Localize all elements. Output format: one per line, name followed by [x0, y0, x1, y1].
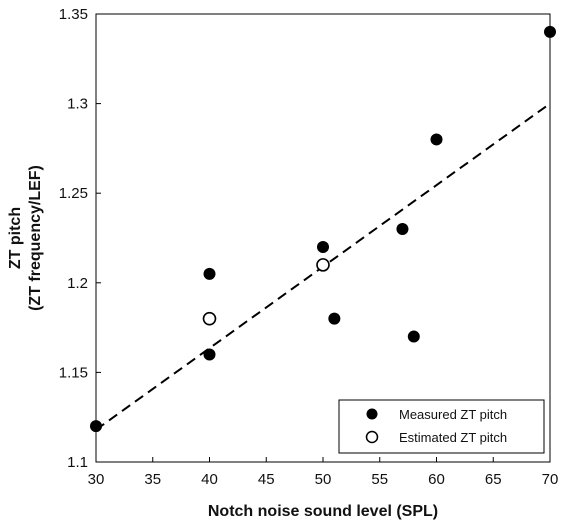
y-axis-label: ZT pitch (ZT frequency/LEF)	[7, 165, 44, 311]
estimated-point	[316, 258, 330, 272]
measured-point	[407, 330, 420, 343]
data-points	[90, 25, 556, 433]
measured-point	[396, 223, 409, 236]
legend-marker-measured	[366, 408, 378, 420]
y-tick-label: 1.1	[67, 454, 88, 471]
y-tick-label: 1.2	[67, 275, 88, 292]
y-axis-label-line-1: ZT pitch	[7, 207, 24, 269]
x-tick-label: 45	[258, 471, 275, 488]
x-tick-label: 60	[428, 471, 445, 488]
x-axis-ticks: 30 35 40 45 50 55 60 65 70	[88, 457, 559, 488]
measured-point	[544, 25, 556, 38]
x-tick-label: 65	[485, 471, 502, 488]
measured-point	[317, 240, 329, 253]
x-tick-label: 35	[144, 471, 161, 488]
y-axis-ticks: 1.1 1.15 1.2 1.25 1.3 1.35	[59, 6, 101, 471]
x-axis-label: Notch noise sound level (SPL)	[208, 503, 438, 520]
measured-point	[430, 133, 443, 146]
estimated-point	[202, 311, 217, 326]
measured-point	[90, 420, 102, 433]
x-tick-label: 30	[88, 471, 105, 488]
y-tick-label: 1.3	[67, 96, 88, 113]
plot-frame	[95, 13, 551, 463]
measured-point	[203, 267, 216, 280]
x-tick-label: 50	[315, 471, 332, 488]
measured-point	[328, 312, 341, 325]
x-tick-label: 70	[542, 471, 559, 488]
y-tick-label: 1.25	[59, 185, 88, 202]
y-tick-label: 1.35	[59, 6, 88, 23]
x-tick-label: 40	[201, 471, 218, 488]
legend-label-measured: Measured ZT pitch	[399, 407, 507, 422]
legend: Measured ZT pitch Estimated ZT pitch	[338, 399, 545, 454]
legend-label-estimated: Estimated ZT pitch	[399, 430, 507, 445]
y-tick-label: 1.15	[59, 364, 88, 381]
y-axis-label-line-2: (ZT frequency/LEF)	[27, 165, 44, 311]
legend-marker-estimated	[365, 430, 379, 444]
x-tick-label: 55	[371, 471, 388, 488]
measured-point	[203, 348, 216, 361]
